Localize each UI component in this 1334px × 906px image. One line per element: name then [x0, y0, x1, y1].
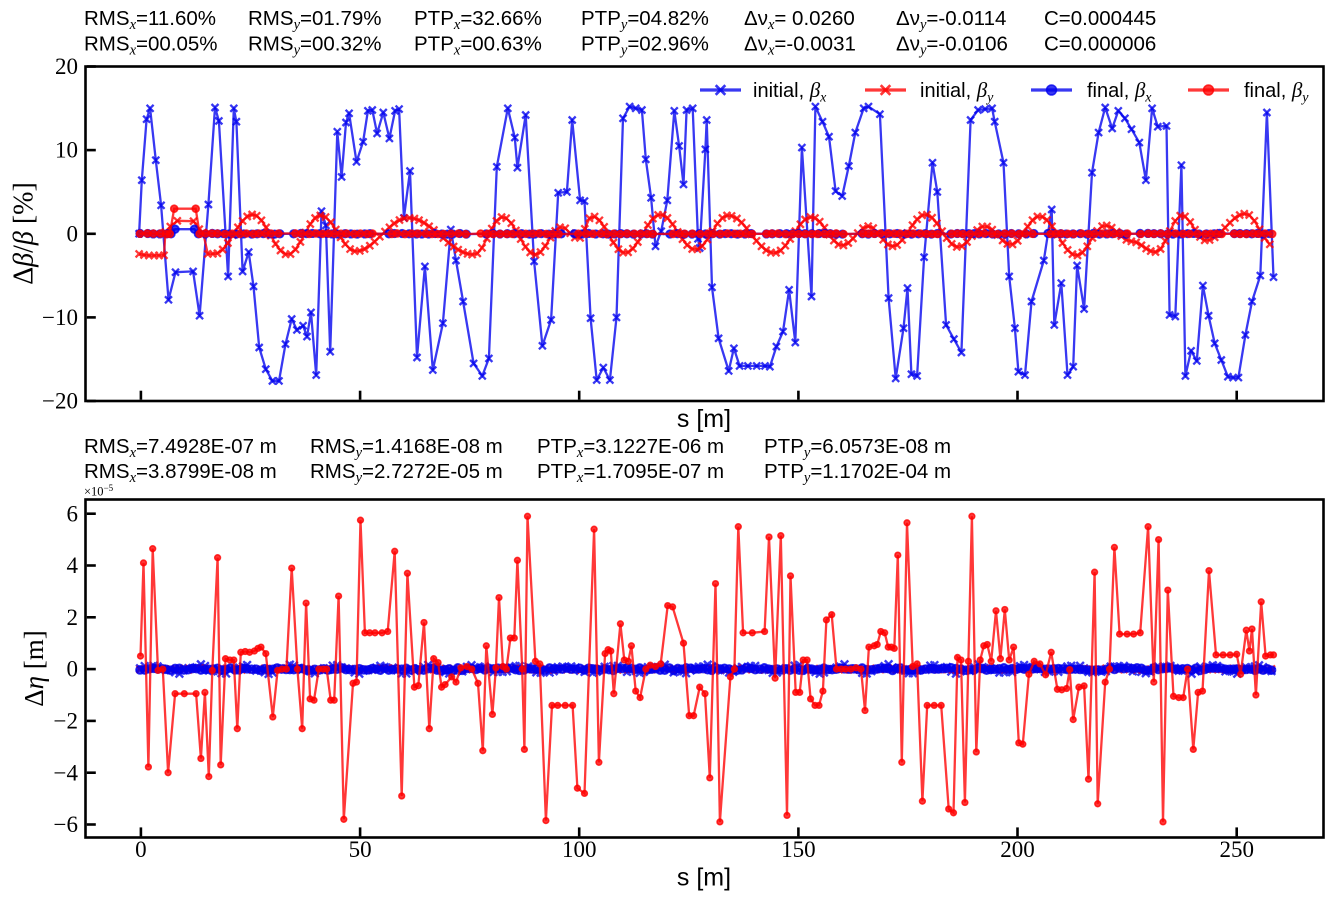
svg-text:RMSy=1.4168E-08 m: RMSy=1.4168E-08 m — [310, 435, 503, 461]
svg-text:−4: −4 — [54, 760, 79, 785]
svg-text:200: 200 — [1000, 837, 1035, 862]
svg-text:C=0.000445: C=0.000445 — [1044, 7, 1156, 30]
svg-text:10: 10 — [55, 138, 78, 163]
svg-text:RMSy=2.7272E-05 m: RMSy=2.7272E-05 m — [310, 460, 503, 486]
svg-text:RMSx=00.05%: RMSx=00.05% — [84, 33, 218, 59]
svg-text:PTPx=00.63%: PTPx=00.63% — [414, 33, 542, 59]
svg-text:−2: −2 — [54, 709, 78, 734]
svg-text:Δνx= 0.0260: Δνx= 0.0260 — [744, 7, 855, 33]
svg-text:150: 150 — [781, 837, 816, 862]
svg-text:100: 100 — [562, 837, 597, 862]
svg-text:2: 2 — [67, 605, 79, 630]
svg-text:Δνy=-0.0114: Δνy=-0.0114 — [896, 7, 1006, 33]
svg-text:final, βy: final, βy — [1244, 78, 1309, 106]
svg-text:Δνy=-0.0106: Δνy=-0.0106 — [896, 33, 1008, 59]
svg-text:initial, βx: initial, βx — [753, 78, 827, 106]
svg-text:0: 0 — [135, 837, 147, 862]
svg-text:initial, βy: initial, βy — [920, 78, 994, 106]
svg-text:RMSx=7.4928E-07 m: RMSx=7.4928E-07 m — [84, 435, 277, 461]
svg-text:20: 20 — [55, 54, 78, 79]
svg-text:0: 0 — [67, 221, 79, 246]
svg-text:−6: −6 — [54, 812, 78, 837]
svg-text:PTPy=04.82%: PTPy=04.82% — [581, 7, 709, 33]
svg-text:Δνx=-0.0031: Δνx=-0.0031 — [744, 33, 856, 59]
svg-text:PTPx=32.66%: PTPx=32.66% — [414, 7, 542, 33]
svg-text:Δβ/β [%]: Δβ/β [%] — [9, 182, 40, 285]
svg-text:50: 50 — [349, 837, 372, 862]
svg-text:4: 4 — [67, 553, 79, 578]
svg-text:250: 250 — [1219, 837, 1254, 862]
svg-text:PTPy=6.0573E-08 m: PTPy=6.0573E-08 m — [764, 435, 951, 461]
svg-text:s [m]: s [m] — [677, 864, 731, 892]
svg-text:0: 0 — [67, 657, 79, 682]
svg-text:RMSy=00.32%: RMSy=00.32% — [248, 33, 382, 59]
svg-text:−10: −10 — [42, 305, 78, 330]
svg-text:RMSx=3.8799E-08 m: RMSx=3.8799E-08 m — [84, 460, 277, 486]
svg-text:RMSy=01.79%: RMSy=01.79% — [248, 7, 382, 33]
svg-text:6: 6 — [67, 501, 79, 526]
svg-text:RMSx=11.60%: RMSx=11.60% — [84, 7, 216, 33]
svg-text:s [m]: s [m] — [677, 405, 731, 433]
svg-text:Δη [m]: Δη [m] — [19, 630, 49, 707]
svg-text:PTPx=1.7095E-07 m: PTPx=1.7095E-07 m — [537, 460, 724, 486]
svg-text:PTPy=02.96%: PTPy=02.96% — [581, 33, 709, 59]
svg-text:PTPy=1.1702E-04 m: PTPy=1.1702E-04 m — [764, 460, 951, 486]
svg-text:C=0.000006: C=0.000006 — [1044, 33, 1156, 56]
svg-text:PTPx=3.1227E-06 m: PTPx=3.1227E-06 m — [537, 435, 724, 461]
svg-text:final, βx: final, βx — [1087, 78, 1152, 106]
svg-text:−20: −20 — [42, 389, 78, 414]
